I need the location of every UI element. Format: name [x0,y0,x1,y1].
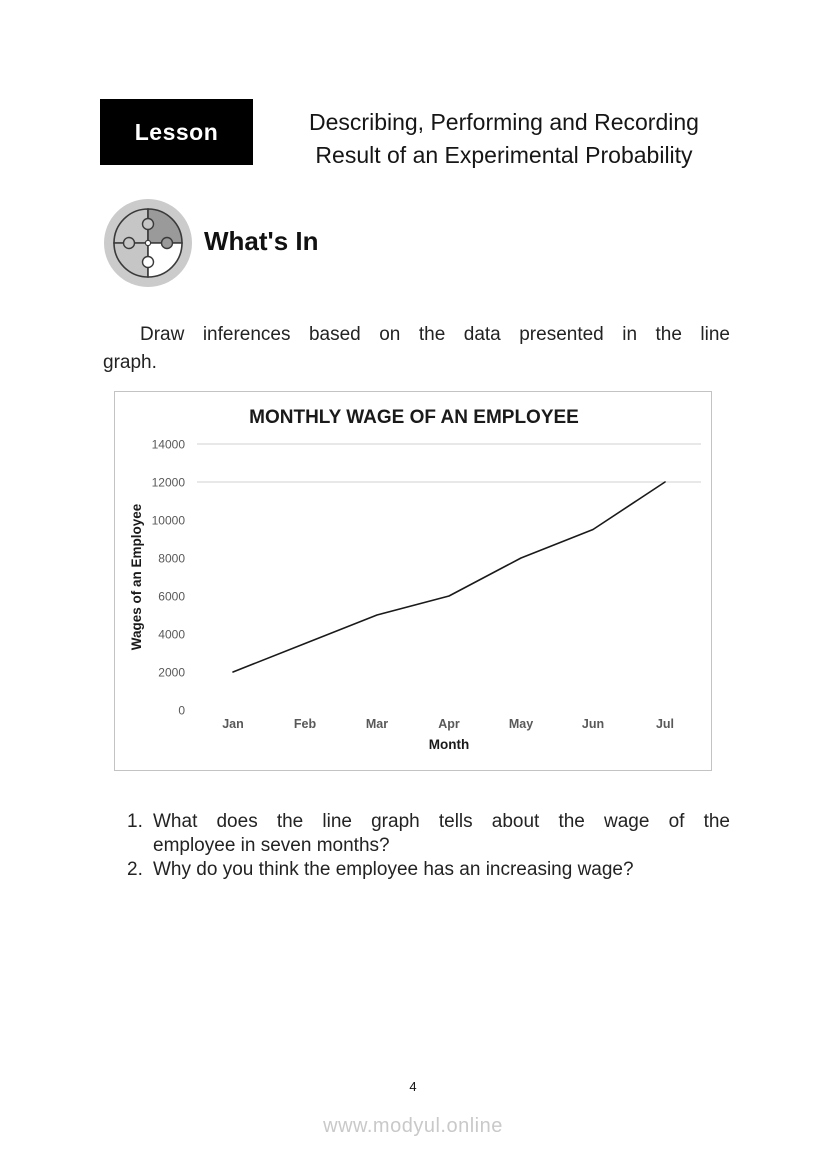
intro-paragraph: Draw inferences based on the data presen… [103,321,730,377]
lesson-label: Lesson [134,118,219,145]
y-tick-10000: 10000 [152,514,186,528]
y-tick-4000: 4000 [158,628,185,642]
chart-title: MONTHLY WAGE OF AN EMPLOYEE [249,407,579,428]
lesson-title-line-1: Describing, Performing and Recording [309,109,699,135]
question-item-2: 2. Why do you think the employee has an … [127,858,730,882]
x-tick-apr: Apr [438,717,460,731]
question-1-line-2: employee in seven months? [153,835,390,856]
question-1-line-1: What does the line graph tells about the… [153,811,730,832]
x-axis-title: Month [429,737,469,752]
page-number: 4 [409,1079,417,1094]
lesson-label-box: Lesson [100,99,253,165]
question-2-number: 2. [127,859,143,880]
chart-y-ticks: 0 2000 4000 6000 8000 10000 12000 14000 [152,438,186,718]
y-tick-6000: 6000 [158,590,185,604]
lesson-title: Describing, Performing and Recording Res… [258,106,750,172]
question-2-text: Why do you think the employee has an inc… [153,858,730,882]
y-axis-title: Wages of an Employee [129,503,144,650]
question-1-text: What does the line graph tells about the… [153,810,730,858]
x-tick-feb: Feb [294,717,317,731]
line-chart: MONTHLY WAGE OF AN EMPLOYEE 0 2000 4000 600… [114,391,712,771]
question-1-number: 1. [127,811,143,832]
y-tick-8000: 8000 [158,552,185,566]
x-tick-jul: Jul [656,717,674,731]
watermark-text: www.modyul.online [323,1115,503,1137]
chart-x-ticks: Jan Feb Mar Apr May Jun Jul [222,717,674,731]
intro-line-2: graph. [103,352,157,373]
wage-chart-svg: MONTHLY WAGE OF AN EMPLOYEE 0 2000 4000 600… [129,407,701,752]
x-tick-mar: Mar [366,717,388,731]
intro-line-1: Draw inferences based on the data presen… [140,324,730,345]
wage-line-series [232,481,666,673]
section-heading: What's In [204,226,319,256]
lesson-title-line-2: Result of an Experimental Probability [315,142,693,168]
puzzle-icon [103,198,193,288]
chart-gridlines [197,443,701,483]
x-tick-jan: Jan [222,717,244,731]
y-tick-0: 0 [178,704,185,718]
question-list: 1. What does the line graph tells about … [127,810,730,882]
x-tick-may: May [509,717,533,731]
y-tick-12000: 12000 [152,476,186,490]
question-2-line-1: Why do you think the employee has an inc… [153,859,634,880]
y-tick-2000: 2000 [158,666,185,680]
x-tick-jun: Jun [582,717,604,731]
question-item-1: 1. What does the line graph tells about … [127,810,730,858]
y-tick-14000: 14000 [152,438,186,452]
